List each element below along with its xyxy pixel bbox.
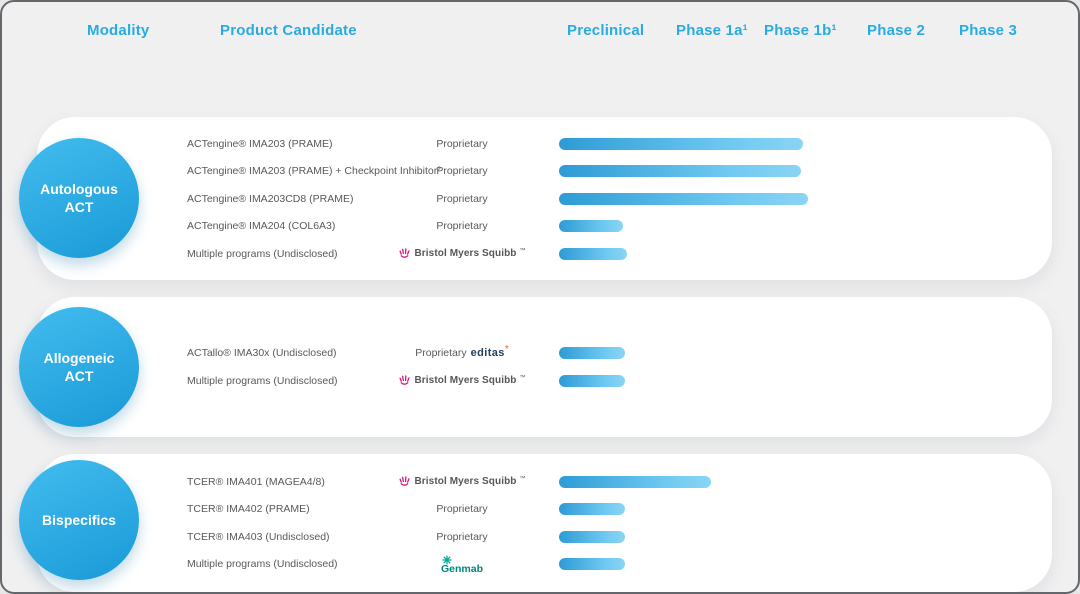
phase-progress-bar — [559, 475, 711, 488]
column-header-phase-3: Phase 3 — [959, 22, 1018, 39]
phase-bar-track — [559, 530, 1028, 543]
partner-label: Proprietary — [436, 530, 488, 543]
bms-hand-icon — [399, 476, 411, 487]
pipeline-row: TCER® IMA401 (MAGEA4/8) Bristol Myers Sq… — [187, 468, 1028, 496]
column-header-preclinical: Preclinical — [567, 22, 645, 39]
candidate-name: ACTengine® IMA204 (COL6A3) — [187, 220, 336, 232]
phase-progress-bar — [559, 374, 625, 387]
editas-logo-text: editas — [470, 347, 505, 360]
genmab-logo-text: Genmab — [440, 562, 483, 575]
trademark-symbol: ™ — [519, 375, 526, 382]
bristol-myers-squibb-logo: Bristol Myers Squibb ™ — [398, 475, 526, 488]
trademark-symbol: ™ — [519, 248, 526, 254]
partner-cell: Genmab — [382, 554, 542, 575]
phase-progress-bar — [559, 137, 803, 150]
genmab-star-icon — [442, 554, 452, 565]
candidate-name: Multiple programs (Undisclosed) — [187, 247, 338, 260]
partner-label: Proprietary — [436, 220, 488, 232]
pipeline-row: ACTallo® IMA30x (Undisclosed) Proprietar… — [187, 340, 1028, 368]
bms-hand-icon — [399, 248, 411, 258]
bms-logo-text: Bristol Myers Squibb — [414, 375, 517, 387]
partner-cell: Bristol Myers Squibb ™ — [382, 374, 542, 387]
bristol-myers-squibb-logo: Bristol Myers Squibb ™ — [398, 247, 526, 260]
candidate-name: ACTallo® IMA30x (Undisclosed) — [187, 347, 337, 360]
partner-cell: Bristol Myers Squibb ™ — [382, 247, 542, 260]
pipeline-row: Multiple programs (Undisclosed) Genmab — [187, 551, 1028, 579]
phase-bar-track — [559, 347, 1028, 360]
candidate-name: ACTengine® IMA203 (PRAME) + Checkpoint I… — [187, 165, 441, 177]
column-header-phase-1a: Phase 1a¹ — [676, 22, 748, 39]
candidate-name: Multiple programs (Undisclosed) — [187, 374, 338, 387]
editas-mark-icon: * — [504, 344, 509, 356]
pipeline-section-autologous-act: ACTengine® IMA203 (PRAME) Proprietary AC… — [37, 117, 1052, 280]
phase-bar-track — [559, 475, 1028, 488]
phase-progress-bar — [559, 192, 808, 205]
pipeline-row: TCER® IMA403 (Undisclosed) Proprietary — [187, 523, 1028, 551]
trademark-symbol: ™ — [519, 476, 526, 483]
candidate-name: TCER® IMA401 (MAGEA4/8) — [187, 475, 325, 488]
pipeline-row: Multiple programs (Undisclosed) Bristol … — [187, 240, 1028, 268]
bristol-myers-squibb-logo: Bristol Myers Squibb ™ — [398, 374, 526, 387]
phase-progress-bar — [559, 220, 623, 232]
phase-progress-bar — [559, 347, 625, 360]
pipeline-row: ACTengine® IMA203 (PRAME) Proprietary — [187, 130, 1028, 158]
pipeline-row: Multiple programs (Undisclosed) Bristol … — [187, 367, 1028, 395]
column-header-product-candidate: Product Candidate — [220, 22, 357, 39]
phase-bar-track — [559, 503, 1028, 516]
partner-cell: Proprietary — [382, 531, 542, 543]
modality-badge-allogeneic-act: Allogeneic ACT — [19, 307, 139, 427]
partner-cell: Proprietary — [382, 193, 542, 205]
phase-progress-bar — [559, 530, 625, 543]
partner-label: Proprietary — [436, 192, 488, 205]
phase-bar-track — [559, 192, 1028, 205]
phase-bar-track — [559, 558, 1028, 571]
candidate-name: ACTengine® IMA203 (PRAME) — [187, 137, 333, 150]
column-header-modality: Modality — [87, 22, 150, 39]
candidate-name: TCER® IMA402 (PRAME) — [187, 503, 310, 516]
candidate-name: ACTengine® IMA203CD8 (PRAME) — [187, 192, 354, 205]
phase-bar-track — [559, 374, 1028, 387]
bms-logo-text: Bristol Myers Squibb — [414, 476, 517, 488]
pipeline-section-bispecifics: TCER® IMA401 (MAGEA4/8) Bristol Myers Sq… — [37, 454, 1052, 592]
partner-cell: Bristol Myers Squibb ™ — [382, 475, 542, 488]
phase-bar-track — [559, 247, 1028, 260]
partner-cell: Proprietary — [382, 138, 542, 150]
partner-cell: Proprietary — [382, 220, 542, 232]
modality-badge-bispecifics: Bispecifics — [19, 460, 139, 580]
bms-hand-icon — [399, 375, 411, 386]
partner-label: Proprietary — [436, 165, 488, 177]
editas-logo: editas * — [470, 344, 509, 360]
phase-bar-track — [559, 165, 1028, 177]
bms-logo-text: Bristol Myers Squibb — [414, 248, 517, 259]
partner-cell: Proprietary — [382, 165, 542, 177]
column-header-phase-1b: Phase 1b¹ — [764, 22, 837, 39]
pipeline-row: ACTengine® IMA203 (PRAME) + Checkpoint I… — [187, 157, 1028, 185]
modality-badge-autologous-act: Autologous ACT — [19, 138, 139, 258]
partner-label: Proprietary — [436, 137, 488, 150]
phase-progress-bar — [559, 165, 801, 177]
partner-label: Proprietary — [436, 503, 488, 516]
partner-label: Proprietary — [415, 347, 467, 360]
phase-progress-bar — [559, 503, 625, 516]
partner-cell: Proprietary editas * — [382, 344, 542, 360]
pipeline-row: TCER® IMA402 (PRAME) Proprietary — [187, 496, 1028, 524]
phase-progress-bar — [559, 247, 627, 260]
pipeline-row: ACTengine® IMA204 (COL6A3) Proprietary — [187, 212, 1028, 240]
genmab-logo: Genmab — [440, 554, 483, 575]
phase-progress-bar — [559, 558, 625, 571]
phase-bar-track — [559, 137, 1028, 150]
candidate-name: TCER® IMA403 (Undisclosed) — [187, 530, 330, 543]
candidate-name: Multiple programs (Undisclosed) — [187, 558, 338, 571]
phase-bar-track — [559, 220, 1028, 232]
column-header-phase-2: Phase 2 — [867, 22, 926, 39]
pipeline-row: ACTengine® IMA203CD8 (PRAME) Proprietary — [187, 185, 1028, 213]
partner-cell: Proprietary — [382, 503, 542, 515]
pipeline-section-allogeneic-act: ACTallo® IMA30x (Undisclosed) Proprietar… — [37, 297, 1052, 437]
